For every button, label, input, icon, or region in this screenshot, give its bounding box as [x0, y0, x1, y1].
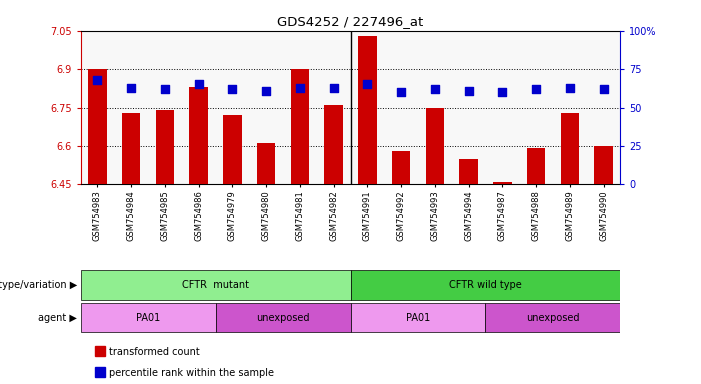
Bar	[459, 159, 478, 184]
Bar	[426, 108, 444, 184]
Bar	[526, 149, 545, 184]
Bar	[392, 151, 410, 184]
Point	[564, 84, 576, 91]
Bar	[122, 113, 140, 184]
Point	[92, 77, 103, 83]
Bar	[485, 303, 620, 333]
Bar	[223, 115, 242, 184]
Bar	[156, 110, 175, 184]
Bar	[88, 69, 107, 184]
Bar	[291, 69, 309, 184]
Text: transformed count: transformed count	[109, 347, 199, 357]
Bar	[358, 36, 376, 184]
Bar	[257, 143, 275, 184]
Text: PA01: PA01	[136, 313, 161, 323]
Text: genotype/variation ▶: genotype/variation ▶	[0, 280, 77, 290]
Point	[125, 84, 137, 91]
Point	[463, 88, 474, 94]
Bar	[81, 303, 216, 333]
Text: CFTR wild type: CFTR wild type	[449, 280, 522, 290]
Point	[531, 86, 542, 92]
Bar	[81, 270, 350, 300]
Point	[598, 86, 609, 92]
Point	[193, 81, 204, 88]
Bar	[350, 303, 485, 333]
Bar	[325, 105, 343, 184]
Point	[159, 86, 170, 92]
Text: unexposed: unexposed	[526, 313, 580, 323]
Text: agent ▶: agent ▶	[39, 313, 77, 323]
Text: percentile rank within the sample: percentile rank within the sample	[109, 368, 273, 378]
Point	[429, 86, 440, 92]
Bar	[594, 146, 613, 184]
Text: unexposed: unexposed	[257, 313, 310, 323]
Point	[261, 88, 272, 94]
Point	[395, 89, 407, 95]
Point	[497, 89, 508, 95]
Point	[227, 86, 238, 92]
Text: CFTR  mutant: CFTR mutant	[182, 280, 249, 290]
Bar	[493, 182, 512, 184]
Bar	[561, 113, 579, 184]
Bar	[216, 303, 350, 333]
Title: GDS4252 / 227496_at: GDS4252 / 227496_at	[278, 15, 423, 28]
Point	[328, 84, 339, 91]
Point	[294, 84, 306, 91]
Point	[362, 81, 373, 88]
Text: PA01: PA01	[406, 313, 430, 323]
Bar	[350, 270, 620, 300]
Bar	[189, 87, 208, 184]
